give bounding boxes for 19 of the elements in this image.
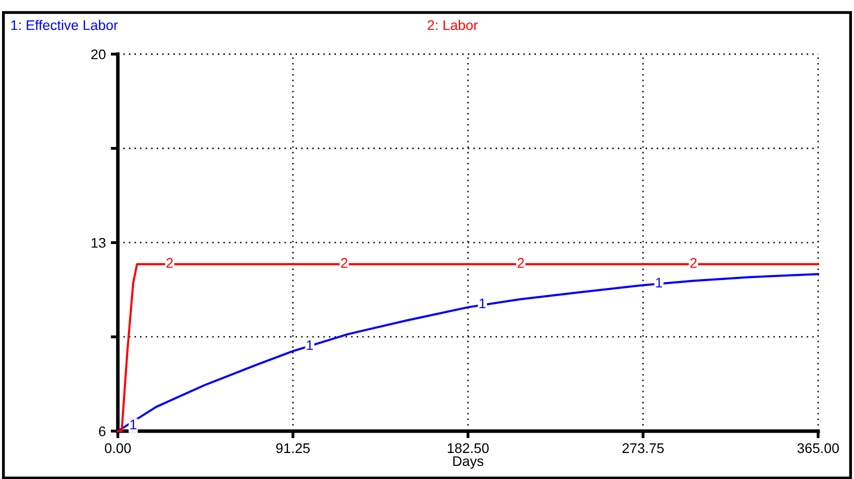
annotation: 2 [341, 258, 348, 268]
annotation: 1 [656, 278, 662, 288]
y-tick-label: 6 [99, 426, 106, 436]
annotation: 2 [166, 258, 173, 268]
y-tick-label: 13 [92, 238, 106, 248]
annotation: 1 [306, 340, 313, 350]
annotation: 2 [690, 258, 697, 268]
x-tick-label: 0.00 [104, 443, 131, 454]
x-tick-label: 182.50 [448, 443, 489, 454]
annotation: 2 [518, 258, 524, 268]
x-tick-label: 273.75 [622, 443, 664, 454]
text: 1: Effective Labor [11, 20, 118, 30]
text: 2: Labor [428, 20, 478, 30]
x-tick-label: 365.00 [797, 443, 839, 454]
y-tick-label: 20 [91, 49, 106, 60]
x-axis-title: Days [453, 456, 484, 469]
annotation: 1 [480, 298, 486, 308]
annotation: 1 [130, 420, 136, 430]
x-tick-label: 91.25 [276, 443, 310, 454]
